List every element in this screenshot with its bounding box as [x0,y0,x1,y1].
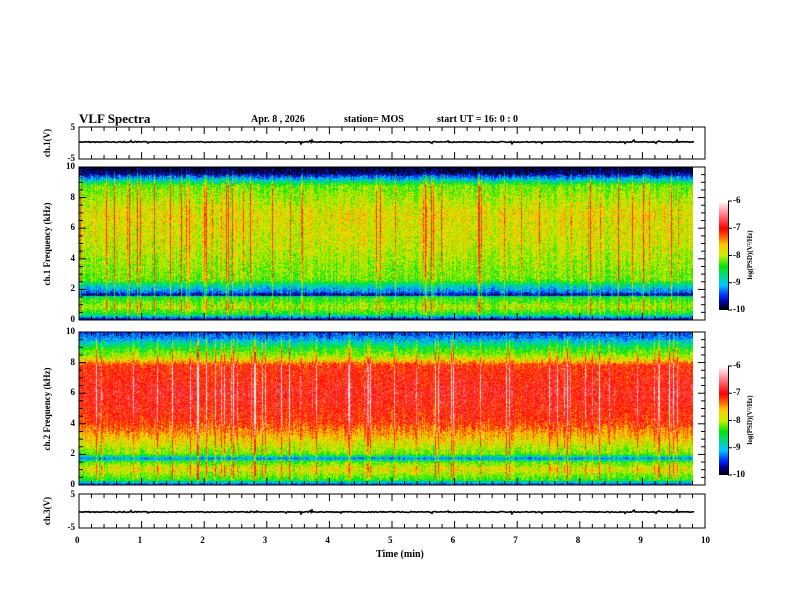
colorbar-tick-label: -10 [733,469,745,479]
ch1-wave-ylabel: ch.1(V) [42,128,52,158]
y-tick-label: 0 [70,479,76,489]
x-tick-label: 7 [513,535,518,545]
y-tick-label: 4 [70,252,76,263]
y-tick-label: -5 [67,153,76,163]
panel-frame [78,166,706,321]
y-tick-label: 8 [70,191,76,202]
y-tick-label: 6 [70,387,76,398]
x-tick-label: 0 [75,535,80,545]
colorbar-tick-label: -7 [733,222,741,233]
ch1-spectrogram [79,167,693,320]
ch2-spectrogram [79,332,693,485]
station-label: station= MOS [344,114,404,125]
colorbar-tick-label: -9 [733,276,741,287]
colorbar-tick-label: -8 [733,249,741,260]
x-tick-label: 1 [137,535,143,545]
x-tick-label: 10 [701,535,710,545]
x-tick-label: 2 [200,535,205,545]
y-tick-label: 4 [70,417,76,428]
y-tick-label: 10 [66,161,75,171]
ch2-colorbar-label: log(PSD)(V²/Hz) [746,395,754,445]
x-tick-label: 5 [388,535,393,545]
ch1-colorbar [719,201,728,310]
y-tick-label: 0 [70,314,76,324]
x-axis-label: Time (min) [376,549,424,560]
date-label: Apr. 8 , 2026 [251,114,305,125]
y-tick-label: 10 [66,326,75,336]
colorbar-tick-label: -6 [733,360,741,370]
colorbar-tick-label: -8 [733,414,741,425]
colorbar-tick-label: -6 [733,195,741,205]
y-tick-label: 8 [70,356,76,367]
x-tick-label: 9 [638,535,643,545]
y-tick-label: 5 [70,122,76,132]
y-tick-label: -5 [67,522,76,532]
x-tick-label: 8 [575,535,581,545]
y-tick-label: 5 [70,489,76,499]
ch1-spec-ylabel: ch.1 Frequency (kHz) [42,202,52,286]
x-tick-label: 4 [325,535,330,545]
ch2-spec-ylabel: ch.2 Frequency (kHz) [42,367,52,451]
start-time-label: start UT = 16: 0 : 0 [437,114,519,125]
colorbar-tick-label: -7 [733,387,741,398]
y-tick-label: 2 [70,283,76,294]
ch3-wave-ylabel: ch.3(V) [42,496,52,526]
y-tick-label: 2 [70,448,76,459]
waveform-trace [78,508,695,516]
colorbar-tick-label: -10 [733,304,745,314]
waveform-trace [78,138,695,146]
panel-frame [78,331,706,486]
ch2-colorbar [719,366,728,475]
figure-title: VLF Spectra [79,111,151,126]
x-tick-label: 3 [262,535,268,545]
x-tick-label: 6 [450,535,456,545]
colorbar-tick-label: -9 [733,441,741,452]
ch1-colorbar-label: log(PSD)(V²/Hz) [746,230,754,280]
y-tick-label: 6 [70,222,76,233]
